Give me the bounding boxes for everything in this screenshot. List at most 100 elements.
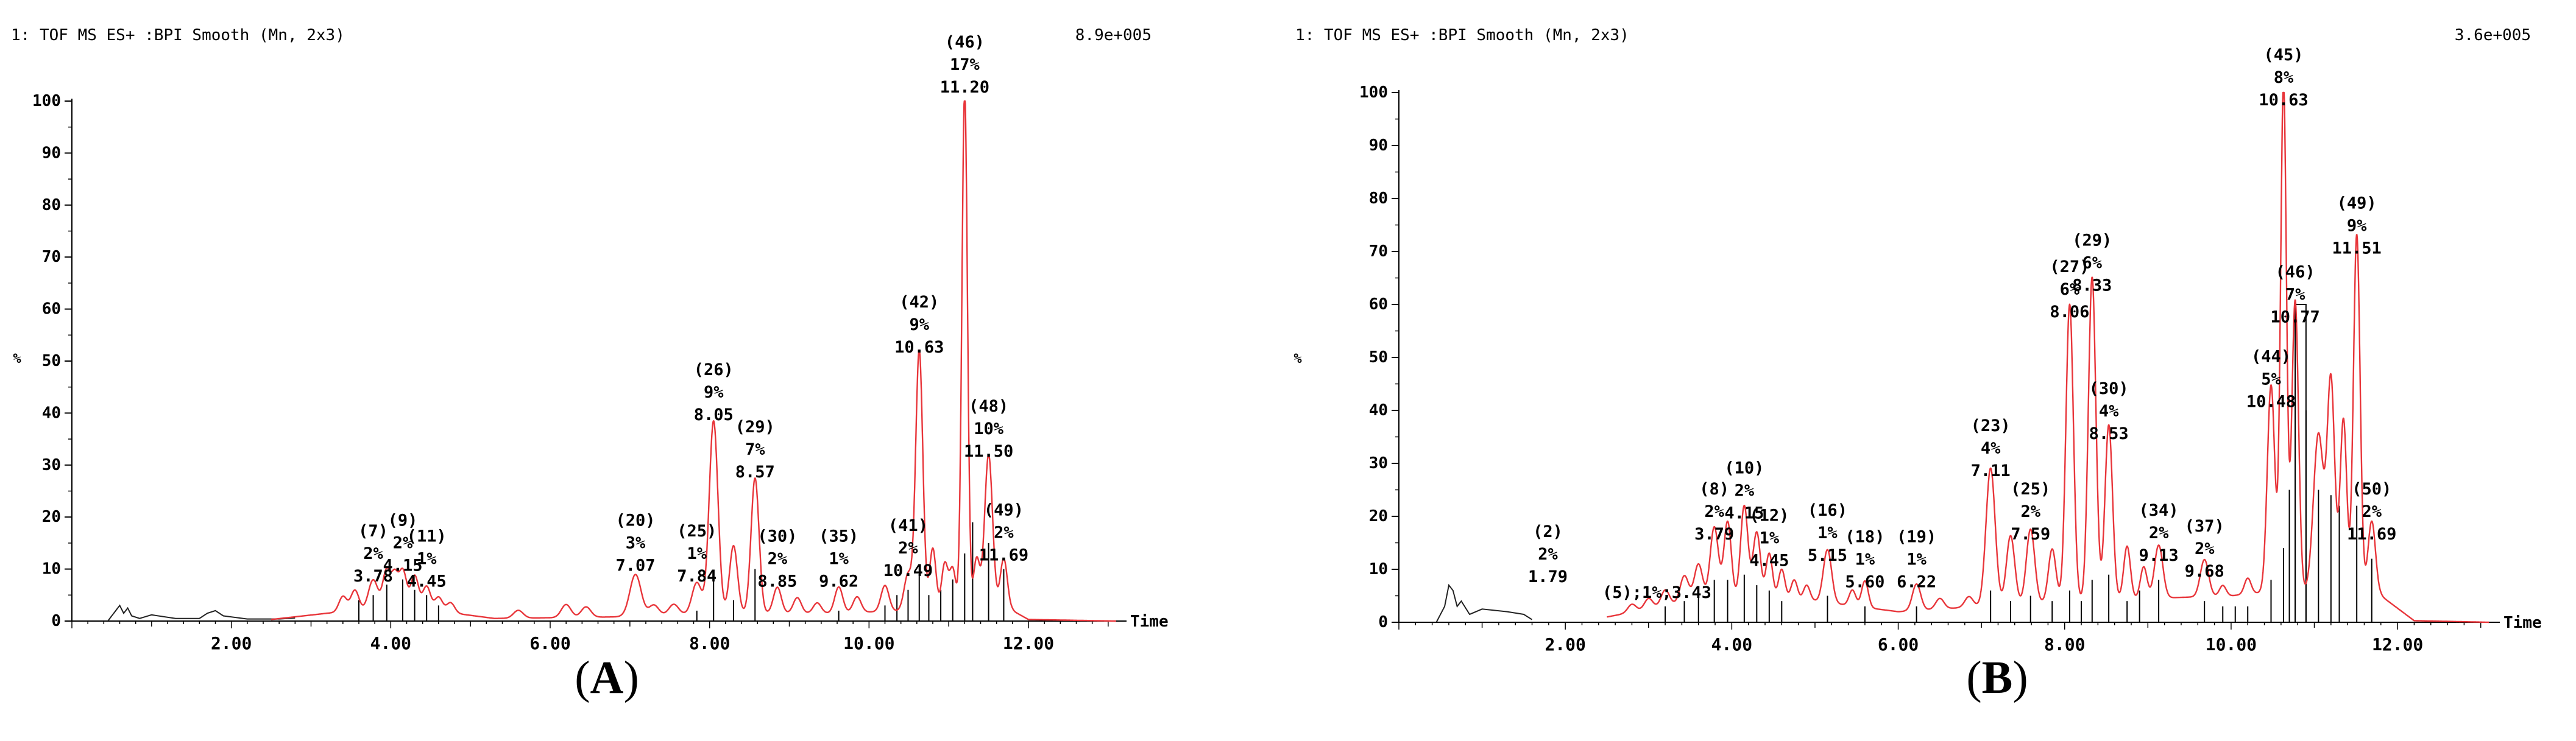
x-tick-label: 12.00 xyxy=(1003,633,1054,653)
peak-annotation: (34) xyxy=(2139,501,2179,520)
intensity-label: 3.6e+005 xyxy=(2455,26,2531,44)
x-tick-label: 4.00 xyxy=(370,633,411,653)
peak-annotation: 2% xyxy=(1735,481,1755,500)
peak-annotation: 11.69 xyxy=(2347,525,2396,544)
peak-annotation: 7.07 xyxy=(615,557,655,575)
y-tick-label: 90 xyxy=(1369,136,1388,155)
peak-annotation: 1% xyxy=(1817,524,1838,543)
y-tick-label: 100 xyxy=(32,92,61,110)
peak-annotation: (27) xyxy=(2050,258,2089,276)
peak-annotation: 2% xyxy=(768,549,788,568)
peak-annotation: 4.45 xyxy=(1749,552,1789,571)
peak-annotation: 8.53 xyxy=(2089,424,2129,443)
peak-annotation: 4% xyxy=(2099,402,2119,421)
x-tick-label: 10.00 xyxy=(843,633,894,653)
peak-annotation: (45) xyxy=(2263,46,2303,65)
peak-annotation: 9% xyxy=(704,383,724,402)
peak-annotation: 9% xyxy=(2347,216,2367,235)
peak-annotation: 11.50 xyxy=(964,442,1013,461)
peak-annotation: (26) xyxy=(694,360,734,379)
y-tick-label: 0 xyxy=(1378,613,1388,631)
peak-annotation: 2% xyxy=(2020,502,2040,521)
peak-annotation: 8.05 xyxy=(694,406,734,424)
peak-annotation: 9% xyxy=(910,315,930,334)
y-tick-label: 20 xyxy=(1369,507,1388,525)
x-tick-label: 6.00 xyxy=(1878,634,1919,655)
peak-annotation: 9.68 xyxy=(2185,562,2224,581)
peak-annotation: 8.57 xyxy=(735,463,775,482)
y-tick-label: 50 xyxy=(1369,348,1388,367)
peak-annotation: 11.20 xyxy=(940,78,989,97)
peak-annotation: 6% xyxy=(2060,280,2080,299)
peak-annotation: 1.79 xyxy=(1528,567,1568,586)
peak-annotation: (48) xyxy=(969,397,1008,416)
peak-annotation: 1% xyxy=(417,549,437,568)
x-tick-label: 2.00 xyxy=(1545,634,1585,655)
y-tick-label: 90 xyxy=(42,144,61,162)
peak-annotation: 1% xyxy=(829,549,849,568)
peak-annotation: (37) xyxy=(2185,517,2224,536)
peak-annotation: 2% xyxy=(363,544,383,563)
chromatogram-panel-b: 1: TOF MS ES+ :BPI Smooth (Mn, 2x3) 3.6e+… xyxy=(1288,0,2576,741)
y-axis-label: % xyxy=(1293,351,1302,367)
x-axis-label: Time xyxy=(2503,614,2542,632)
peak-annotation: (41) xyxy=(888,516,928,535)
chart-header: 1: TOF MS ES+ :BPI Smooth (Mn, 2x3) xyxy=(11,26,345,44)
peak-annotation: 9.62 xyxy=(819,572,858,591)
y-tick-label: 70 xyxy=(42,248,61,266)
peak-annotation: (44) xyxy=(2251,348,2291,367)
peak-annotation: 11.69 xyxy=(979,546,1028,565)
series-trace-0 xyxy=(271,100,1117,622)
peak-annotation: (25) xyxy=(677,522,717,541)
y-tick-label: 10 xyxy=(42,560,61,578)
y-tick-label: 50 xyxy=(42,352,61,370)
peak-annotation: 9.13 xyxy=(2139,546,2179,565)
x-tick-label: 2.00 xyxy=(211,633,252,653)
peak-annotation: 8.85 xyxy=(757,572,797,591)
y-tick-label: 40 xyxy=(1369,401,1388,420)
peak-annotation: 2% xyxy=(2149,524,2169,543)
peak-annotation: 8% xyxy=(2274,68,2294,87)
early-black-trace xyxy=(1435,583,1533,623)
peak-annotation: (29) xyxy=(2072,231,2112,250)
x-tick-label: 10.00 xyxy=(2206,634,2257,655)
y-tick-label: 40 xyxy=(42,404,61,422)
peak-annotation: 10.63 xyxy=(2259,91,2308,110)
peak-annotation: 10.77 xyxy=(2270,308,2319,327)
x-tick-label: 4.00 xyxy=(1711,634,1752,655)
y-tick-label: 30 xyxy=(1369,454,1388,472)
chart-header: 1: TOF MS ES+ :BPI Smooth (Mn, 2x3) xyxy=(1295,26,1629,44)
peak-annotation: 3.78 xyxy=(353,567,393,586)
peak-annotation: 4.45 xyxy=(407,572,447,591)
y-axis-label: % xyxy=(13,351,21,367)
peak-annotation: (19) xyxy=(1897,528,1936,547)
peak-annotation: 7.11 xyxy=(1971,462,2011,480)
peak-annotation: (49) xyxy=(984,501,1024,520)
peak-annotation: 10.49 xyxy=(883,561,933,580)
peak-annotation: 4.15 xyxy=(1724,504,1764,522)
peak-annotation: 17% xyxy=(950,55,980,74)
peak-annotation: (2) xyxy=(1533,522,1563,541)
peak-annotation: (29) xyxy=(735,418,775,437)
peak-annotation: 1% xyxy=(687,544,707,563)
peak-annotation: (7) xyxy=(358,522,388,541)
peak-annotation: 2% xyxy=(994,524,1014,543)
peak-annotation: (30) xyxy=(757,527,797,546)
peak-annotation: (30) xyxy=(2089,379,2129,398)
peak-annotation: (49) xyxy=(2337,194,2377,212)
peak-annotation: 6.22 xyxy=(1897,573,1936,592)
peak-annotation: 2% xyxy=(1538,545,1558,564)
peak-annotation: 8.06 xyxy=(2050,303,2089,321)
peak-annotation: (46) xyxy=(945,33,985,52)
y-tick-label: 10 xyxy=(1369,560,1388,578)
peak-annotation: 5% xyxy=(2261,370,2281,389)
x-tick-label: 12.00 xyxy=(2372,634,2423,655)
y-tick-label: 60 xyxy=(42,300,61,318)
y-tick-label: 80 xyxy=(1369,189,1388,208)
peak-bracket xyxy=(2295,304,2307,622)
peak-annotation: (46) xyxy=(2276,263,2315,282)
peak-annotation: 1% xyxy=(1906,550,1927,569)
peak-annotation: (11) xyxy=(407,527,447,546)
y-tick-label: 0 xyxy=(51,612,61,630)
early-black-trace xyxy=(107,604,295,622)
